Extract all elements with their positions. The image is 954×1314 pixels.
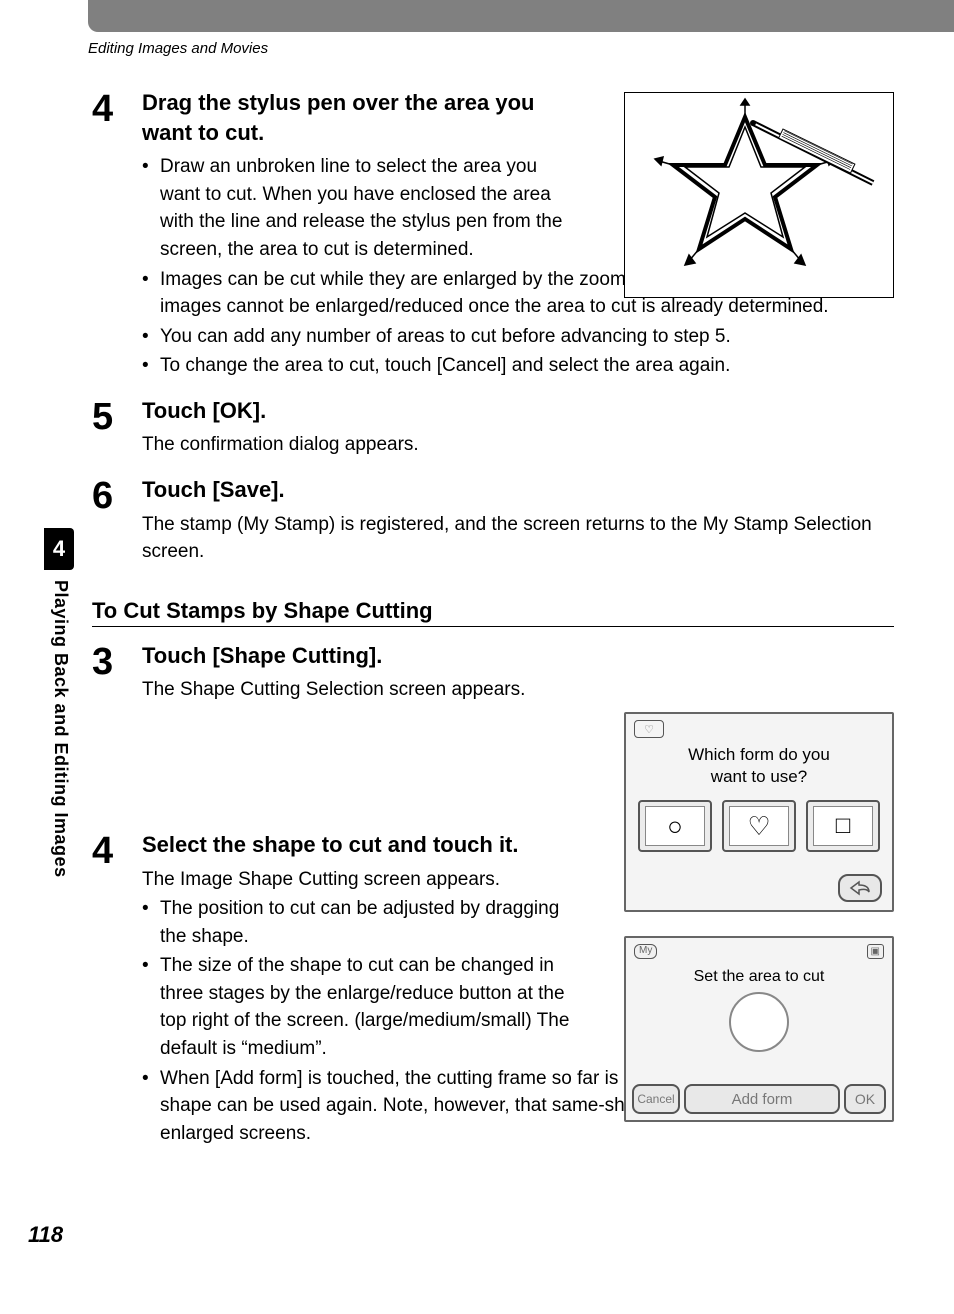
step-6-save: 6 Touch [Save]. The stamp (My Stamp) is … — [92, 475, 894, 568]
cancel-button[interactable]: Cancel — [632, 1084, 680, 1114]
bullet-item: •You can add any number of areas to cut … — [142, 323, 894, 351]
step-number: 4 — [92, 88, 142, 382]
figure-area-cut-screen: My ▣ Set the area to cut Cancel Add form… — [624, 936, 894, 1122]
circle-shape-button[interactable]: ○ — [638, 800, 712, 852]
step-3-shape: 3 Touch [Shape Cutting]. The Shape Cutti… — [92, 641, 894, 706]
section-subheading: To Cut Stamps by Shape Cutting — [92, 598, 894, 627]
shape-selection-prompt: Which form do you want to use? — [626, 744, 892, 788]
step-title: Drag the stylus pen over the area you wa… — [142, 88, 572, 147]
step-title: Touch [Shape Cutting]. — [142, 641, 894, 671]
step-title: Touch [OK]. — [142, 396, 894, 426]
square-shape-button[interactable]: □ — [806, 800, 880, 852]
step-number: 4 — [92, 830, 142, 1149]
heart-shape-button[interactable]: ♡ — [722, 800, 796, 852]
add-form-button[interactable]: Add form — [684, 1084, 840, 1114]
resize-icon[interactable]: ▣ — [867, 944, 884, 959]
cut-shape-circle[interactable] — [729, 992, 789, 1052]
step-number: 5 — [92, 396, 142, 461]
step-title: Touch [Save]. — [142, 475, 894, 505]
step-number: 6 — [92, 475, 142, 568]
top-bar — [88, 0, 954, 32]
step-text: The Image Shape Cutting screen appears. — [142, 866, 582, 894]
side-chapter-tab: 4 — [44, 528, 74, 570]
my-badge-icon: My — [634, 944, 657, 959]
side-chapter-label: Playing Back and Editing Images — [50, 580, 71, 878]
step-number: 3 — [92, 641, 142, 706]
back-button[interactable] — [838, 874, 882, 902]
figure-star-stylus — [624, 92, 894, 298]
step-5-ok: 5 Touch [OK]. The confirmation dialog ap… — [92, 396, 894, 461]
area-cut-prompt: Set the area to cut — [626, 968, 892, 986]
step-text: The stamp (My Stamp) is registered, and … — [142, 511, 894, 566]
bullet-item: •To change the area to cut, touch [Cance… — [142, 352, 894, 380]
ok-button[interactable]: OK — [844, 1084, 886, 1114]
heart-badge-icon: ♡ — [634, 720, 664, 738]
page-number: 118 — [28, 1222, 63, 1248]
figure-shape-selection-screen: ♡ Which form do you want to use? ○ ♡ □ — [624, 712, 894, 912]
chapter-header: Editing Images and Movies — [88, 40, 268, 57]
step-text: The Shape Cutting Selection screen appea… — [142, 676, 562, 704]
step-text: The confirmation dialog appears. — [142, 431, 894, 459]
